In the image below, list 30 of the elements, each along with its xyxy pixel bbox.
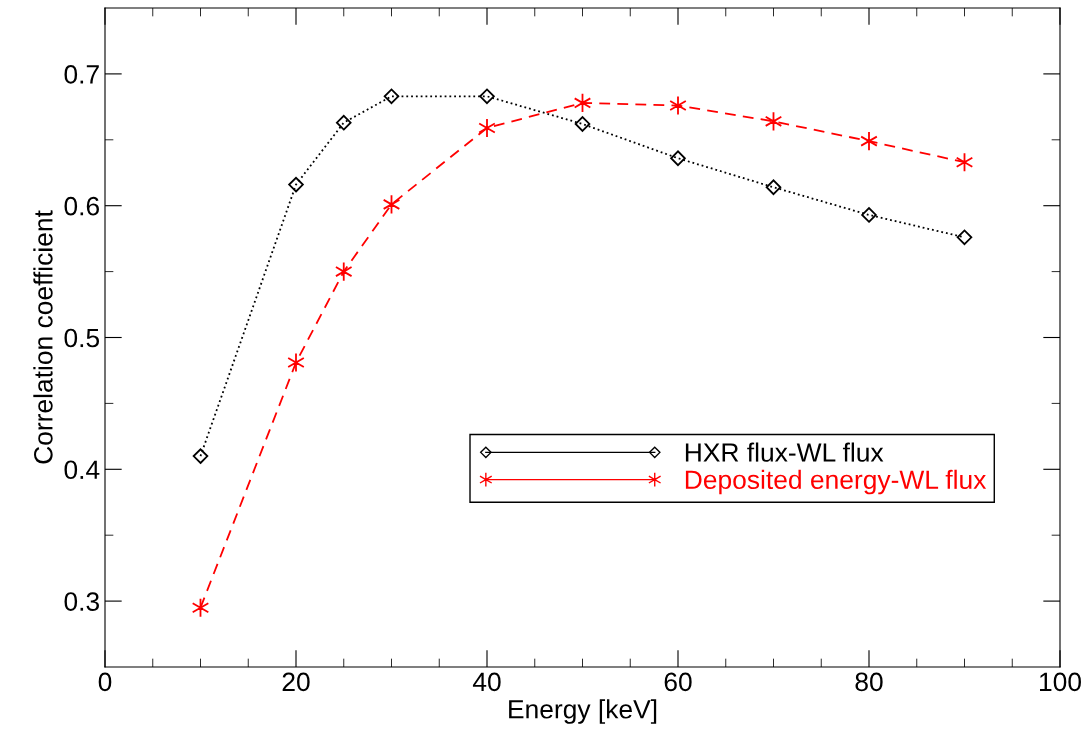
point <box>478 118 496 138</box>
point <box>670 150 686 167</box>
point <box>669 95 687 116</box>
x-tick-label: 0 <box>98 672 112 692</box>
y-tick-label: 0.5 <box>64 328 100 348</box>
point <box>192 448 209 464</box>
legend-label: Deposited energy-WL flux <box>685 469 987 495</box>
x-tick-label: 100 <box>1040 672 1081 692</box>
point <box>287 352 305 373</box>
point <box>765 179 782 196</box>
y-tick-label: 0.4 <box>64 460 100 480</box>
y-tick-label: 0.7 <box>64 65 99 84</box>
x-axis-title: Energy [keV] <box>509 699 657 724</box>
point <box>288 176 304 193</box>
point <box>956 229 973 246</box>
x-tick-label: 60 <box>664 672 692 692</box>
point <box>335 261 353 282</box>
x-tick-label: 80 <box>855 672 883 692</box>
y-tick-label: 0.3 <box>64 592 99 611</box>
point <box>479 88 495 105</box>
point <box>860 131 878 152</box>
y-axis-title: Correlation coefficient <box>33 210 53 464</box>
y-tick-label: 0.6 <box>64 196 99 216</box>
legend-label: HXR flux-WL flux <box>685 442 884 462</box>
point <box>861 207 877 223</box>
point <box>335 114 352 131</box>
x-tick-label: 40 <box>472 672 501 692</box>
point <box>383 88 400 105</box>
point <box>574 116 591 132</box>
x-tick-label: 20 <box>282 672 310 692</box>
